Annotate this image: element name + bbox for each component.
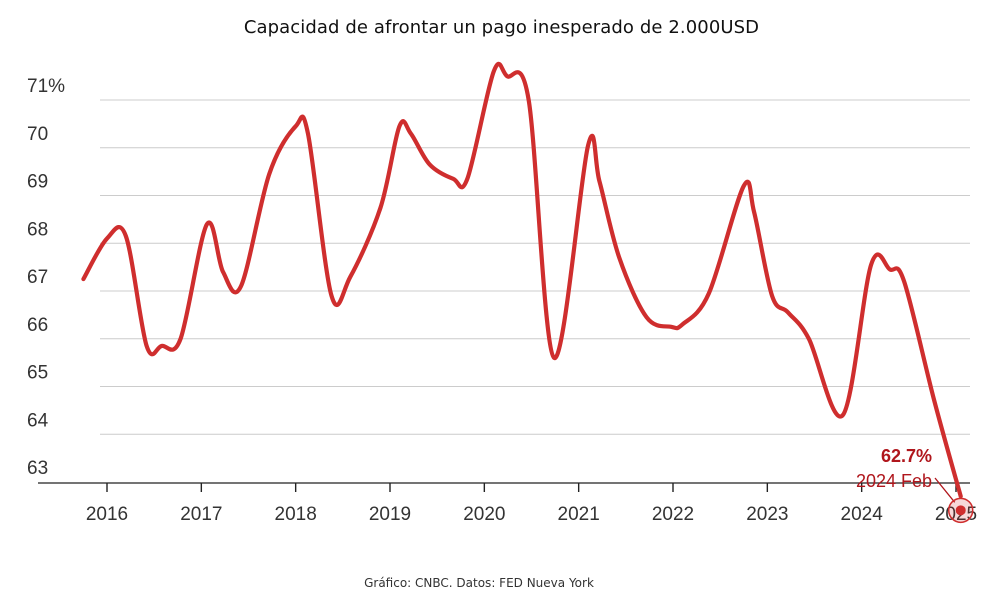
end-point-marker: [955, 505, 966, 516]
x-axis-tick-labels: 2016 2017 2018 2019 2020 2021 2022 2023 2024 2025: [86, 504, 977, 525]
annotation-value: 62.7%: [881, 446, 932, 466]
annotation-date: 2024 Feb: [856, 471, 932, 491]
series-line-0: [81, 61, 963, 499]
x-tick-label-2025: 2025: [935, 504, 977, 525]
y-tick-label-68: 68: [27, 219, 48, 240]
x-tick-label-2021: 2021: [558, 504, 600, 525]
x-tick-label-2018: 2018: [275, 504, 317, 525]
x-tick-label-2024: 2024: [841, 504, 884, 525]
x-tick-label-2016: 2016: [86, 504, 128, 525]
y-tick-label-69: 69: [27, 172, 48, 193]
x-tick-label-2020: 2020: [463, 504, 505, 525]
series-group: [81, 61, 963, 499]
y-tick-label-66: 66: [27, 315, 48, 336]
x-tick-label-2023: 2023: [746, 504, 788, 525]
y-tick-label-63: 63: [27, 458, 48, 479]
y-tick-label-65: 65: [27, 363, 48, 384]
x-axis-ticks: [106, 483, 957, 492]
annotation-leader-line: [934, 477, 956, 503]
y-tick-label-64: 64: [27, 410, 49, 431]
x-tick-label-2019: 2019: [369, 504, 411, 525]
y-tick-label-70: 70: [27, 124, 48, 145]
chart-title: Capacidad de afrontar un pago inesperado…: [243, 17, 760, 38]
x-tick-label-2022: 2022: [652, 504, 694, 525]
chart-source: Gráfico: CNBC. Datos: FED Nueva York: [364, 576, 594, 590]
end-annotation: 62.7% 2024 Feb: [856, 446, 974, 524]
y-tick-label-67: 67: [27, 267, 48, 288]
y-axis-tick-labels: 71% 70 69 68 67 66 65 64 63: [27, 76, 65, 479]
y-tick-label-71: 71%: [27, 76, 65, 97]
x-tick-label-2017: 2017: [180, 504, 222, 525]
